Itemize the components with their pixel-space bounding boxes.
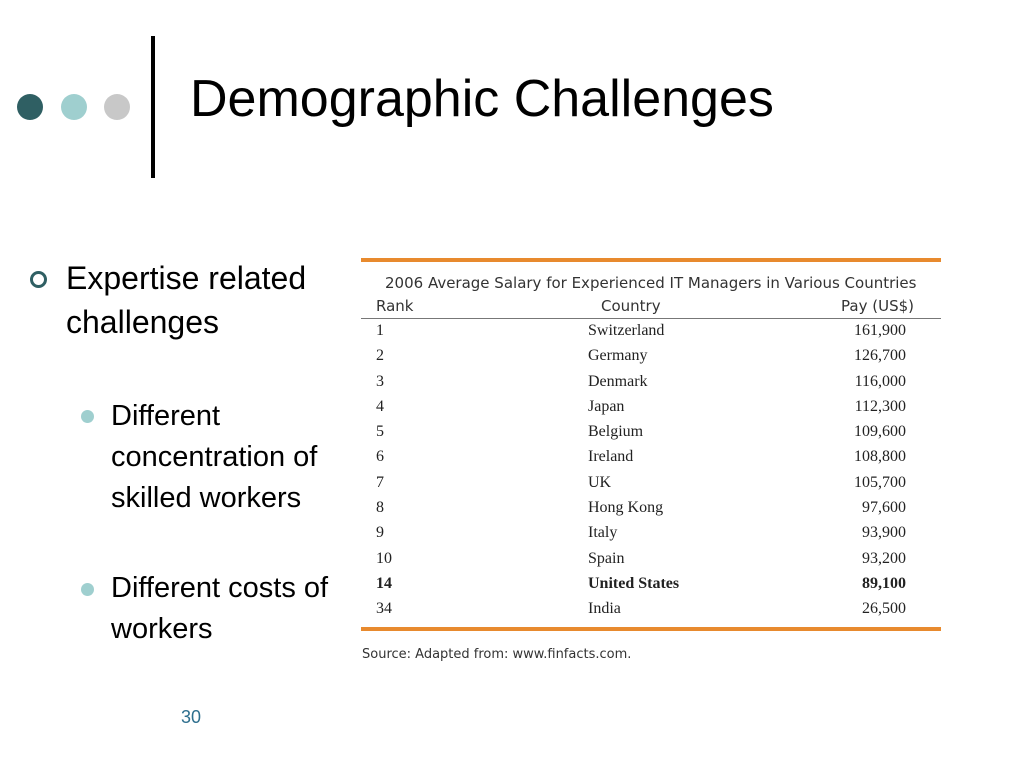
cell-pay: 112,300 (854, 397, 906, 415)
cell-country: Switzerland (588, 322, 665, 339)
table-row: 5 Belgium 109,600 (361, 420, 941, 445)
cell-rank: 14 (376, 574, 392, 592)
table-row: 2 Germany 126,700 (361, 344, 941, 369)
table-header: Rank Country Pay (US$) (361, 292, 941, 319)
decorative-dot-light (61, 94, 87, 120)
cell-pay: 93,200 (862, 549, 906, 567)
table-bottom-rule (361, 626, 941, 631)
cell-pay: 105,700 (854, 473, 906, 491)
table-top-rule (361, 258, 941, 262)
bullet-level2-item: Different costs of workers (111, 572, 329, 645)
cell-country: United States (588, 574, 680, 592)
bullet-dot-icon (81, 583, 94, 596)
cell-pay: 93,900 (862, 524, 906, 542)
cell-pay: 109,600 (854, 423, 906, 441)
table-row: 34 India 26,500 (361, 597, 941, 622)
table-body: 1 Switzerland 161,900 2 Germany 126,700 3 Denma… (361, 319, 941, 623)
cell-country: Japan (588, 397, 625, 415)
bullet-ring-icon (30, 271, 47, 288)
page-number: 30 (181, 707, 202, 727)
table-row: 4 Japan 112,300 (361, 395, 941, 420)
cell-rank: 3 (376, 372, 384, 390)
salary-table: 2006 Average Salary for Experienced IT M… (361, 258, 941, 631)
cell-rank: 9 (376, 524, 384, 542)
table-row: 1 Switzerland 161,900 (361, 319, 941, 344)
table-row: 8 Hong Kong 97,600 (361, 496, 941, 521)
cell-rank: 8 (376, 499, 384, 517)
table-title: 2006 Average Salary for Experienced IT M… (385, 274, 917, 292)
cell-pay: 116,000 (854, 372, 906, 390)
cell-country: Ireland (588, 448, 634, 466)
cell-country: Spain (588, 549, 625, 567)
bullet-level2-item: Different concentration of skilled worke… (111, 400, 318, 514)
bullet-level1: Expertise related challenges (66, 260, 307, 340)
cell-rank: 10 (376, 549, 392, 567)
decorative-dot-dark (17, 94, 43, 120)
table-row: 10 Spain 93,200 (361, 547, 941, 572)
title-divider (151, 36, 155, 178)
cell-rank: 5 (376, 423, 384, 441)
slide-title: Demographic Challenges (190, 70, 774, 128)
cell-rank: 7 (376, 473, 384, 491)
cell-rank: 2 (376, 347, 384, 365)
cell-pay: 126,700 (854, 347, 906, 365)
cell-rank: 1 (376, 322, 384, 339)
cell-pay: 97,600 (862, 499, 906, 517)
cell-pay: 161,900 (854, 322, 906, 339)
cell-country: Hong Kong (588, 499, 664, 517)
table-source: Source: Adapted from: www.finfacts.com. (362, 647, 632, 662)
table-row: 14 United States 89,100 (361, 572, 941, 597)
decorative-dot-gray (104, 94, 130, 120)
cell-country: Italy (588, 524, 618, 542)
header-country: Country (601, 297, 661, 315)
cell-pay: 26,500 (862, 600, 906, 618)
cell-pay: 108,800 (854, 448, 906, 466)
cell-rank: 4 (376, 397, 384, 415)
table-row: 6 Ireland 108,800 (361, 445, 941, 470)
cell-country: UK (588, 473, 612, 491)
header-rank: Rank (376, 297, 414, 315)
header-pay: Pay (US$) (841, 297, 914, 315)
bullet-dot-icon (81, 410, 94, 423)
cell-country: Germany (588, 347, 648, 365)
cell-rank: 6 (376, 448, 384, 466)
cell-pay: 89,100 (862, 574, 906, 592)
cell-country: India (588, 600, 621, 618)
table-row: 9 Italy 93,900 (361, 521, 941, 546)
table-row: 7 UK 105,700 (361, 471, 941, 496)
cell-country: Denmark (588, 372, 648, 390)
table-row: 3 Denmark 116,000 (361, 370, 941, 395)
cell-country: Belgium (588, 423, 644, 441)
cell-rank: 34 (376, 600, 392, 618)
